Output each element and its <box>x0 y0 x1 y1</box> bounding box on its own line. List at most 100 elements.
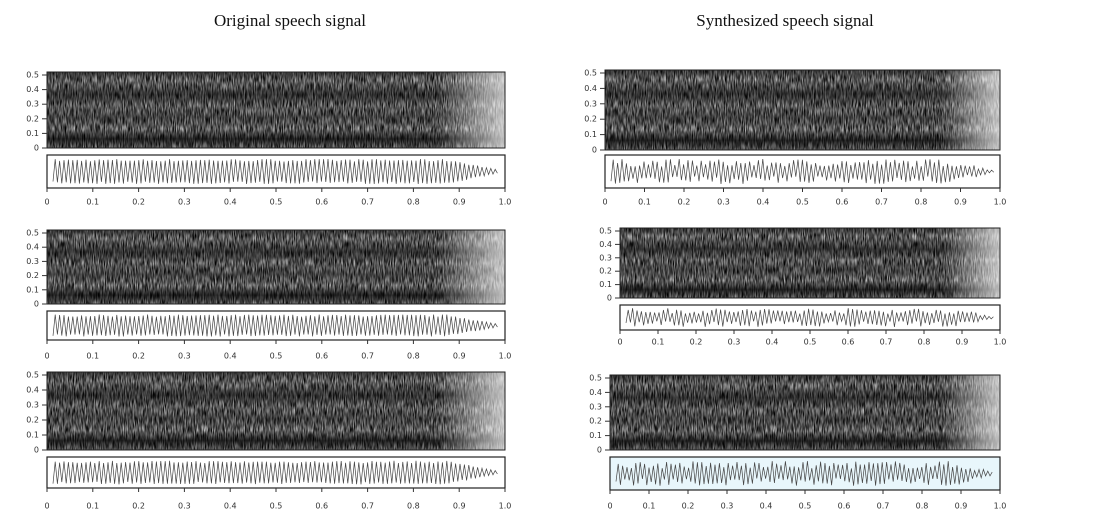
x-tick-label: 0.5 <box>270 352 283 361</box>
y-tick-label: 0.1 <box>26 285 39 294</box>
waveform <box>625 308 994 327</box>
x-tick-label: 0.5 <box>799 502 812 511</box>
y-tick-label: 0.2 <box>26 416 39 425</box>
x-tick-label: 0.7 <box>877 502 890 511</box>
x-tick-label: 0 <box>44 352 49 361</box>
x-tick-label: 0.5 <box>270 502 283 511</box>
spectrogram-frame <box>604 69 1001 151</box>
column-title: Original speech signal <box>214 11 366 30</box>
panel: 0.5 0.4 0.3 0.2 0.1 0 0 0.1 0.2 0.3 0.4 0.5 0.6 0.7 0.… <box>599 227 1006 347</box>
x-tick-label: 0 <box>602 198 607 207</box>
y-tick-label: 0.5 <box>599 227 612 236</box>
x-tick-label: 0.7 <box>361 198 374 207</box>
x-tick-label: 0.2 <box>132 502 145 511</box>
spectrogram-fade <box>47 72 505 148</box>
x-tick-label: 0.9 <box>955 502 968 511</box>
x-tick-label: 0.3 <box>721 502 734 511</box>
x-tick-label: 0.8 <box>407 502 420 511</box>
x-tick-label: 0.8 <box>407 198 420 207</box>
y-tick-label: 0.3 <box>26 401 39 410</box>
y-tick-label: 0.4 <box>599 240 612 249</box>
y-tick-label: 0 <box>607 294 612 303</box>
y-tick-label: 0.3 <box>26 257 39 266</box>
x-tick-label: 0.9 <box>453 352 466 361</box>
x-tick-label: 0 <box>44 198 49 207</box>
x-tick-label: 0.4 <box>766 338 779 347</box>
y-tick-label: 0.5 <box>584 69 597 78</box>
x-tick-label: 0.5 <box>804 338 817 347</box>
waveform <box>52 460 498 485</box>
y-tick-label: 0.4 <box>26 85 39 94</box>
y-tick-label: 0.2 <box>26 271 39 280</box>
waveform <box>615 461 993 486</box>
spectrogram-frame <box>609 374 1001 451</box>
y-tick-label: 0.1 <box>589 431 602 440</box>
x-tick-label: 1.0 <box>994 338 1007 347</box>
panel: 0.5 0.4 0.3 0.2 0.1 0 0 0.1 0.2 0.3 0.4 0.5 0.6 0.7 0.… <box>584 69 1006 207</box>
x-tick-label: 0.8 <box>407 352 420 361</box>
x-tick-label: 0.4 <box>760 502 773 511</box>
x-tick-label: 1.0 <box>994 198 1007 207</box>
x-tick-label: 0.8 <box>918 338 931 347</box>
y-tick-label: 0.2 <box>599 267 612 276</box>
x-tick-label: 0.8 <box>915 198 928 207</box>
panel: 0.5 0.4 0.3 0.2 0.1 0 0 0.1 0.2 0.3 0.4 0.5 0.6 0.7 0.… <box>589 374 1006 511</box>
y-tick-label: 0.4 <box>26 386 39 395</box>
y-tick-label: 0.2 <box>589 417 602 426</box>
x-tick-label: 0.1 <box>638 198 651 207</box>
column-title: Synthesized speech signal <box>696 11 874 30</box>
x-tick-label: 0.6 <box>842 338 855 347</box>
y-tick-label: 0.1 <box>584 130 597 139</box>
y-tick-label: 0.1 <box>599 280 612 289</box>
waveform-frame <box>609 456 1001 491</box>
x-tick-label: 1.0 <box>499 502 512 511</box>
x-tick-label: 0.9 <box>453 198 466 207</box>
x-tick-label: 0.3 <box>178 352 191 361</box>
x-tick-label: 0.8 <box>916 502 929 511</box>
x-tick-label: 0.2 <box>678 198 691 207</box>
x-tick-label: 0.7 <box>880 338 893 347</box>
x-tick-label: 0.3 <box>178 502 191 511</box>
x-tick-label: 0.5 <box>270 198 283 207</box>
x-tick-label: 0.7 <box>361 502 374 511</box>
x-tick-label: 0.7 <box>875 198 888 207</box>
spectrogram-fade <box>620 228 1000 298</box>
x-tick-label: 1.0 <box>499 198 512 207</box>
spectrogram-frame <box>46 71 506 149</box>
y-tick-label: 0.1 <box>26 129 39 138</box>
panel: 0.5 0.4 0.3 0.2 0.1 0 0 0.1 0.2 0.3 0.4 0.5 0.6 0.7 0.… <box>26 229 511 361</box>
y-tick-label: 0 <box>34 446 39 455</box>
x-tick-label: 0.6 <box>838 502 851 511</box>
x-tick-label: 0.9 <box>453 502 466 511</box>
y-tick-label: 0.4 <box>589 388 602 397</box>
waveform <box>52 158 498 185</box>
y-tick-label: 0.5 <box>589 374 602 383</box>
y-tick-label: 0 <box>34 300 39 309</box>
y-tick-label: 0.3 <box>589 402 602 411</box>
x-tick-label: 0 <box>607 502 612 511</box>
y-tick-label: 0 <box>34 144 39 153</box>
panel: 0.5 0.4 0.3 0.2 0.1 0 0 0.1 0.2 0.3 0.4 0.5 0.6 0.7 0.… <box>26 371 511 511</box>
spectrogram-fade <box>605 70 1000 150</box>
spectrogram-frame <box>46 229 506 305</box>
x-tick-label: 0.1 <box>86 502 99 511</box>
x-tick-label: 0 <box>617 338 622 347</box>
x-tick-label: 0.5 <box>796 198 809 207</box>
x-tick-label: 0.9 <box>954 198 967 207</box>
x-tick-label: 0.3 <box>728 338 741 347</box>
y-tick-label: 0 <box>597 446 602 455</box>
x-tick-label: 0.6 <box>315 502 328 511</box>
panel: 0.5 0.4 0.3 0.2 0.1 0 0 0.1 0.2 0.3 0.4 0.5 0.6 0.7 0.… <box>26 71 511 207</box>
y-tick-label: 0.1 <box>26 431 39 440</box>
y-tick-label: 0.3 <box>584 99 597 108</box>
spectrogram-fade <box>47 372 505 450</box>
spectrogram-fade <box>610 375 1000 450</box>
y-tick-label: 0.5 <box>26 371 39 380</box>
x-tick-label: 0.6 <box>315 352 328 361</box>
x-tick-label: 0.1 <box>643 502 656 511</box>
spectrogram-frame <box>619 227 1001 299</box>
y-tick-label: 0.4 <box>26 243 39 252</box>
x-tick-label: 0.1 <box>86 198 99 207</box>
x-tick-label: 0.2 <box>132 352 145 361</box>
x-tick-label: 0.2 <box>682 502 695 511</box>
